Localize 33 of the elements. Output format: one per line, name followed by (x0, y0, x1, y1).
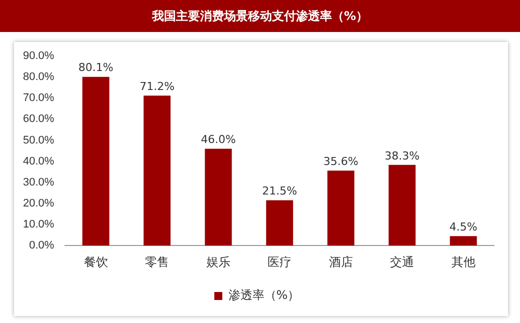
bar (327, 170, 354, 246)
x-tick-label: 其他 (451, 255, 476, 270)
x-tick-label: 娱乐 (206, 255, 230, 270)
bar (450, 236, 477, 246)
data-label: 46.0% (200, 133, 236, 146)
data-label: 4.5% (449, 220, 478, 234)
y-tick-label: 80.0% (22, 71, 54, 84)
y-tick-label: 40.0% (22, 155, 54, 168)
data-label: 35.6% (323, 154, 358, 168)
x-tick-label: 交通 (390, 255, 414, 270)
y-tick-label: 50.0% (22, 134, 54, 146)
data-label: 71.2% (140, 80, 175, 93)
data-label: 38.3% (384, 149, 420, 162)
y-tick-label: 30.0% (22, 176, 54, 188)
bar (266, 200, 294, 246)
bar (388, 164, 416, 246)
y-tick-label: 10.0% (22, 218, 54, 231)
y-tick-label: 90.0% (22, 50, 54, 62)
data-label: 80.1% (78, 61, 114, 74)
x-tick-label: 酒店 (328, 255, 353, 270)
y-tick-label: 20.0% (22, 198, 54, 210)
data-label: 21.5% (262, 184, 298, 198)
x-tick-label: 医疗 (268, 255, 292, 270)
y-tick-label: 60.0% (22, 113, 54, 126)
bar (144, 96, 171, 246)
x-tick-label: 餐饮 (84, 255, 108, 270)
bar (204, 148, 232, 246)
x-tick-label: 零售 (145, 255, 170, 270)
bar (82, 76, 110, 246)
y-tick-label: 70.0% (22, 92, 54, 104)
legend-label: 渗透率（%） (228, 288, 300, 302)
chart-title: 我国主要消费场景移动支付渗透率（%） (0, 0, 520, 32)
y-tick-label: 0.0% (29, 240, 54, 252)
